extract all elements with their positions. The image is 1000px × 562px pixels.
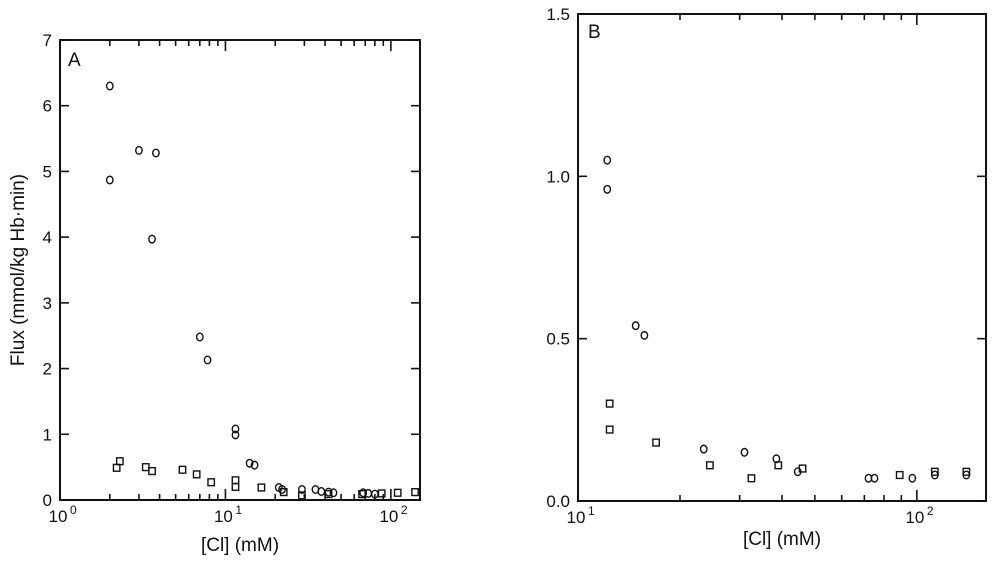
panel-b-square-point	[705, 461, 714, 470]
panel-b-circle-point	[631, 321, 640, 331]
panel-a-circle-point	[250, 460, 259, 470]
panel-a-circle-point	[329, 488, 338, 498]
panel-a-circle-point	[203, 355, 212, 365]
panel-b-y-tick-label: 0.0	[546, 492, 570, 511]
panel-a-x-tick-label: 10	[379, 507, 398, 526]
panel-b-y-tick-label: 0.5	[546, 330, 570, 349]
panel-b-y-tick-label: 1.5	[546, 5, 570, 24]
panel-b-x-tick-label-exponent: 1	[588, 504, 595, 518]
panel-b-square-point	[605, 399, 614, 408]
panel-b-y-tick-label: 1.0	[546, 167, 570, 186]
panel-a-square-point	[207, 478, 216, 487]
panel-a-circle-point	[105, 175, 114, 185]
panel-b-square-point	[930, 467, 939, 476]
panel-b-circle-point	[603, 155, 612, 165]
panel-a-square-point	[411, 488, 419, 497]
panel-b-square-point	[747, 474, 756, 483]
panel-a-square-point	[141, 463, 150, 472]
panel-a-square-point	[148, 466, 156, 476]
panel-b-circle-point	[908, 473, 917, 483]
panel-a-square-point	[115, 457, 124, 466]
panel-a-square-point	[112, 463, 121, 472]
panel-a-circle-point	[195, 332, 204, 342]
panel-a-square-point	[192, 470, 201, 479]
panel-a-y-tick-label: 2	[43, 360, 52, 379]
panel-b-square-point	[895, 470, 904, 480]
panel-a-square-point	[393, 488, 402, 497]
panel-a-chart: A [Cl] (mM) Flux (mmol/kg Hb·min) 10 0 10 1…	[8, 31, 421, 556]
panel-a-square-point	[257, 483, 266, 492]
panel-a-y-tick-label: 0	[43, 491, 52, 510]
panel-a-x-tick-label: 10	[49, 507, 68, 526]
panel-b-frame	[577, 13, 987, 502]
panel-a-square-point	[231, 476, 240, 485]
panel-b-square-point	[774, 461, 783, 470]
panel-b-circle-point	[603, 184, 612, 194]
panel-b-x-tick-label: 10	[905, 508, 924, 527]
panel-a-square-point	[324, 489, 333, 499]
panel-b-square-point	[605, 425, 614, 434]
panel-a-x-tick-label-exponent: 0	[70, 503, 77, 517]
panel-b-square-point	[652, 438, 660, 447]
panel-a-circle-point	[148, 234, 156, 244]
panel-a-circle-point	[231, 430, 240, 440]
panel-a-square-point	[231, 482, 240, 491]
panel-b-square-point	[962, 467, 971, 476]
panel-b-x-tick-label: 10	[567, 508, 586, 527]
panel-b-circle-point	[699, 444, 708, 454]
panel-a-x-axis-label: [Cl] (mM)	[201, 535, 279, 556]
panel-a-x-tick-label-exponent: 1	[235, 503, 242, 517]
panel-a-circle-point	[298, 484, 306, 494]
panel-a-square-point	[298, 491, 306, 500]
panel-a-y-tick-label: 3	[43, 294, 52, 313]
panel-a-circle-point	[245, 458, 254, 468]
panel-a-square-point	[178, 465, 187, 474]
panel-a-circle-point	[135, 145, 143, 155]
panel-a-y-tick-label: 1	[43, 425, 52, 444]
panel-a-y-tick-label: 4	[43, 228, 52, 247]
panel-b-chart: B [Cl] (mM) 10 1 10 20.00.51.01.5	[546, 5, 987, 550]
panel-a-y-tick-label: 6	[43, 97, 52, 116]
panel-a-y-axis-label: Flux (mmol/kg Hb·min)	[8, 174, 29, 366]
panel-a-circle-point	[105, 81, 114, 91]
panel-b-label: B	[588, 22, 601, 43]
panel-a-square-point	[279, 488, 288, 497]
panel-a-x-tick-label-exponent: 2	[401, 503, 408, 517]
panel-a-circle-point	[278, 484, 286, 494]
panel-a-x-tick-label: 10	[214, 507, 233, 526]
panel-b-circle-point	[870, 473, 879, 483]
panel-a-label: A	[68, 50, 81, 71]
panel-a-square-point	[358, 489, 366, 499]
panel-b-circle-point	[640, 330, 649, 340]
panel-a-frame	[59, 39, 421, 501]
panel-a-circle-point	[359, 488, 368, 498]
panel-b-x-tick-label-exponent: 2	[927, 504, 934, 518]
panel-b-square-point	[798, 464, 807, 473]
panel-a-circle-point	[152, 148, 160, 158]
panel-b-circle-point	[772, 454, 781, 464]
panel-a-y-tick-label: 5	[43, 162, 52, 181]
panel-a-circle-point	[317, 486, 326, 496]
panel-b-x-axis-label: [Cl] (mM)	[743, 529, 821, 550]
panel-a-y-tick-label: 7	[43, 31, 52, 50]
panel-a-square-point	[377, 489, 386, 498]
panel-b-circle-point	[740, 447, 749, 457]
panel-a-circle-point	[231, 424, 240, 434]
